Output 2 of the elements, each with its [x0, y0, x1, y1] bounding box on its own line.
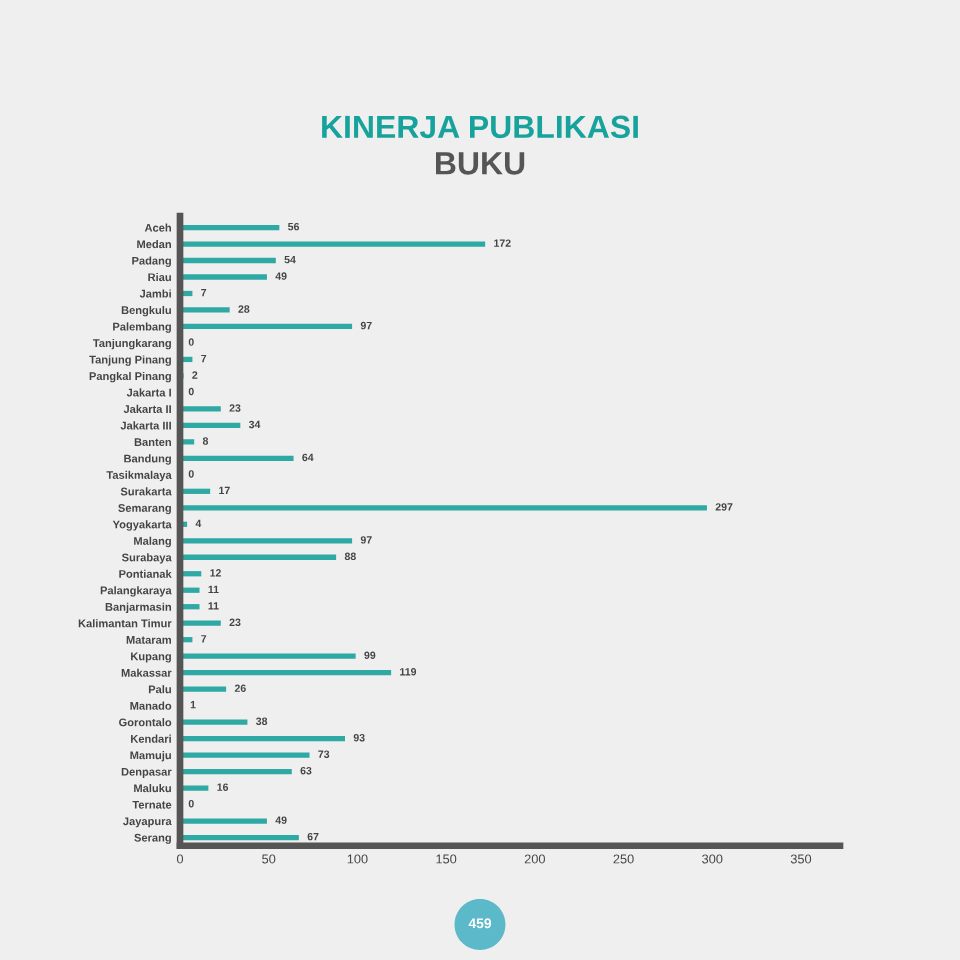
chart-subtitle: BUKU	[436, 152, 525, 175]
chart-title: KINERJA PUBLIKASI	[322, 115, 638, 139]
